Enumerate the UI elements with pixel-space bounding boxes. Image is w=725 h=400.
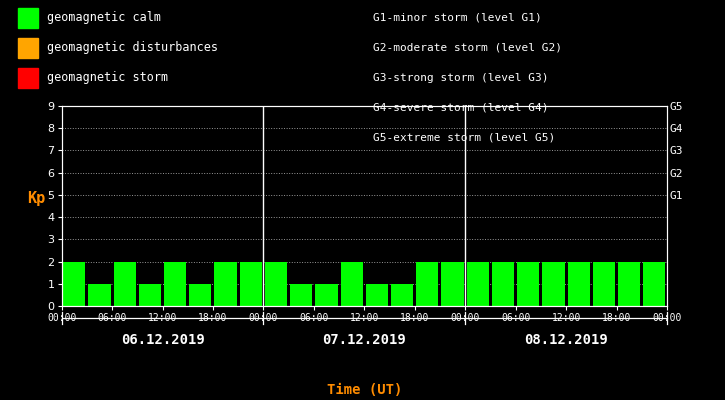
Bar <box>341 262 362 306</box>
Y-axis label: Kp: Kp <box>28 191 46 206</box>
Text: G2-moderate storm (level G2): G2-moderate storm (level G2) <box>373 43 563 53</box>
Bar <box>240 262 262 306</box>
Text: 06.12.2019: 06.12.2019 <box>120 333 204 347</box>
Bar <box>492 262 514 306</box>
Bar <box>467 262 489 306</box>
Bar <box>442 262 464 306</box>
Bar <box>215 262 236 306</box>
Text: Time (UT): Time (UT) <box>327 383 402 397</box>
Bar <box>63 262 86 306</box>
Bar <box>189 284 212 306</box>
Bar <box>542 262 565 306</box>
Bar <box>164 262 186 306</box>
Bar <box>416 262 439 306</box>
Text: geomagnetic calm: geomagnetic calm <box>47 12 161 24</box>
Bar <box>88 284 110 306</box>
Bar <box>391 284 413 306</box>
Text: 08.12.2019: 08.12.2019 <box>524 333 608 347</box>
Bar <box>618 262 640 306</box>
Bar <box>290 284 312 306</box>
Bar <box>315 284 338 306</box>
Bar <box>366 284 388 306</box>
Bar <box>568 262 590 306</box>
Bar <box>517 262 539 306</box>
Text: geomagnetic disturbances: geomagnetic disturbances <box>47 42 218 54</box>
Text: G4-severe storm (level G4): G4-severe storm (level G4) <box>373 103 549 113</box>
Bar <box>643 262 666 306</box>
Text: 07.12.2019: 07.12.2019 <box>323 333 406 347</box>
Bar <box>265 262 287 306</box>
Text: geomagnetic storm: geomagnetic storm <box>47 72 168 84</box>
Text: G5-extreme storm (level G5): G5-extreme storm (level G5) <box>373 133 555 143</box>
Bar <box>138 284 161 306</box>
Bar <box>593 262 615 306</box>
Text: G3-strong storm (level G3): G3-strong storm (level G3) <box>373 73 549 83</box>
Bar <box>114 262 136 306</box>
Text: G1-minor storm (level G1): G1-minor storm (level G1) <box>373 13 542 23</box>
